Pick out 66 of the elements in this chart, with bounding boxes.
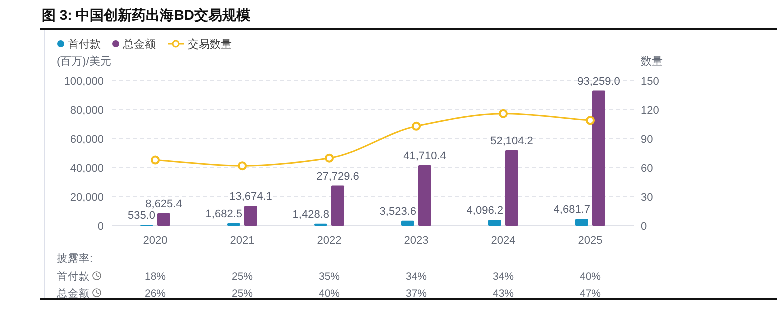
data-label: 52,104.2 — [490, 135, 534, 148]
y2-axis-title: 数量 — [641, 56, 663, 68]
text: 25% — [232, 288, 254, 300]
data-label: 1,428.8 — [292, 208, 330, 221]
text: 34% — [406, 271, 428, 283]
x-tick-label: 2020 — [143, 235, 168, 247]
text: 26% — [144, 288, 166, 300]
y2-tick-label: 60 — [641, 163, 654, 175]
x-tick-label: 2021 — [230, 235, 255, 247]
data-label: 1,682.5 — [206, 208, 242, 221]
point — [151, 156, 160, 165]
data-label: 4,681.7 — [554, 204, 590, 216]
text: 34% — [492, 271, 514, 283]
legend-label: 总金额 — [122, 38, 156, 51]
text: 18% — [144, 271, 166, 283]
y-tick-label: 100,000 — [64, 76, 104, 88]
bar — [576, 219, 588, 226]
x-tick-label: 2025 — [578, 235, 603, 247]
point — [412, 122, 421, 131]
point — [499, 109, 508, 118]
y-axis-title: (百万)/美元 — [57, 55, 112, 68]
bar — [158, 213, 170, 226]
text: 43% — [492, 288, 514, 300]
bar — [402, 220, 414, 226]
y2-tick-label: 30 — [641, 192, 654, 204]
y2-tick-label: 150 — [641, 76, 660, 88]
bar — [418, 166, 432, 226]
data-label: 41,710.4 — [404, 150, 446, 163]
y-tick-label: 40,000 — [70, 163, 104, 175]
data-label: 27,729.6 — [316, 170, 360, 183]
y-tick-label: 20,000 — [70, 192, 104, 204]
text: 35% — [318, 271, 340, 283]
y2-tick-label: 90 — [641, 134, 654, 146]
bar — [506, 150, 518, 226]
legend-label: 首付款 — [68, 39, 101, 51]
data-label: 93,259.0 — [578, 76, 620, 88]
legend-label: 交易数量 — [188, 38, 232, 51]
point — [325, 154, 334, 163]
text: 首付款 — [57, 271, 90, 283]
chart-title: 图 3: 中国创新药出海BD交易规模 — [42, 7, 252, 23]
text: 40% — [318, 288, 340, 300]
bar — [244, 206, 258, 226]
data-label: 8,625.4 — [146, 198, 182, 210]
x-tick-label: 2023 — [404, 235, 429, 247]
data-label: 535.0 — [128, 210, 156, 222]
bar — [592, 90, 606, 226]
text: 37% — [406, 288, 428, 300]
y-tick-label: 60,000 — [70, 134, 104, 146]
y2-tick-label: 0 — [641, 221, 648, 233]
x-tick-label: 2024 — [491, 235, 516, 247]
text: 40% — [580, 271, 602, 283]
data-label: 3,523.6 — [380, 206, 416, 218]
x-tick-label: 2022 — [317, 235, 342, 247]
text: 披露率: — [57, 252, 93, 265]
text: 25% — [232, 271, 254, 283]
data-label: 4,096.2 — [466, 205, 504, 218]
bar — [332, 186, 344, 226]
point — [586, 116, 595, 126]
y-tick-label: 80,000 — [70, 105, 104, 117]
bar — [488, 220, 502, 226]
point — [238, 162, 247, 171]
text: 总金额 — [56, 287, 90, 300]
y2-tick-label: 120 — [641, 105, 660, 117]
y-tick-label: 0 — [98, 221, 104, 233]
text: 47% — [580, 288, 602, 300]
data-label: 13,674.1 — [230, 191, 272, 204]
